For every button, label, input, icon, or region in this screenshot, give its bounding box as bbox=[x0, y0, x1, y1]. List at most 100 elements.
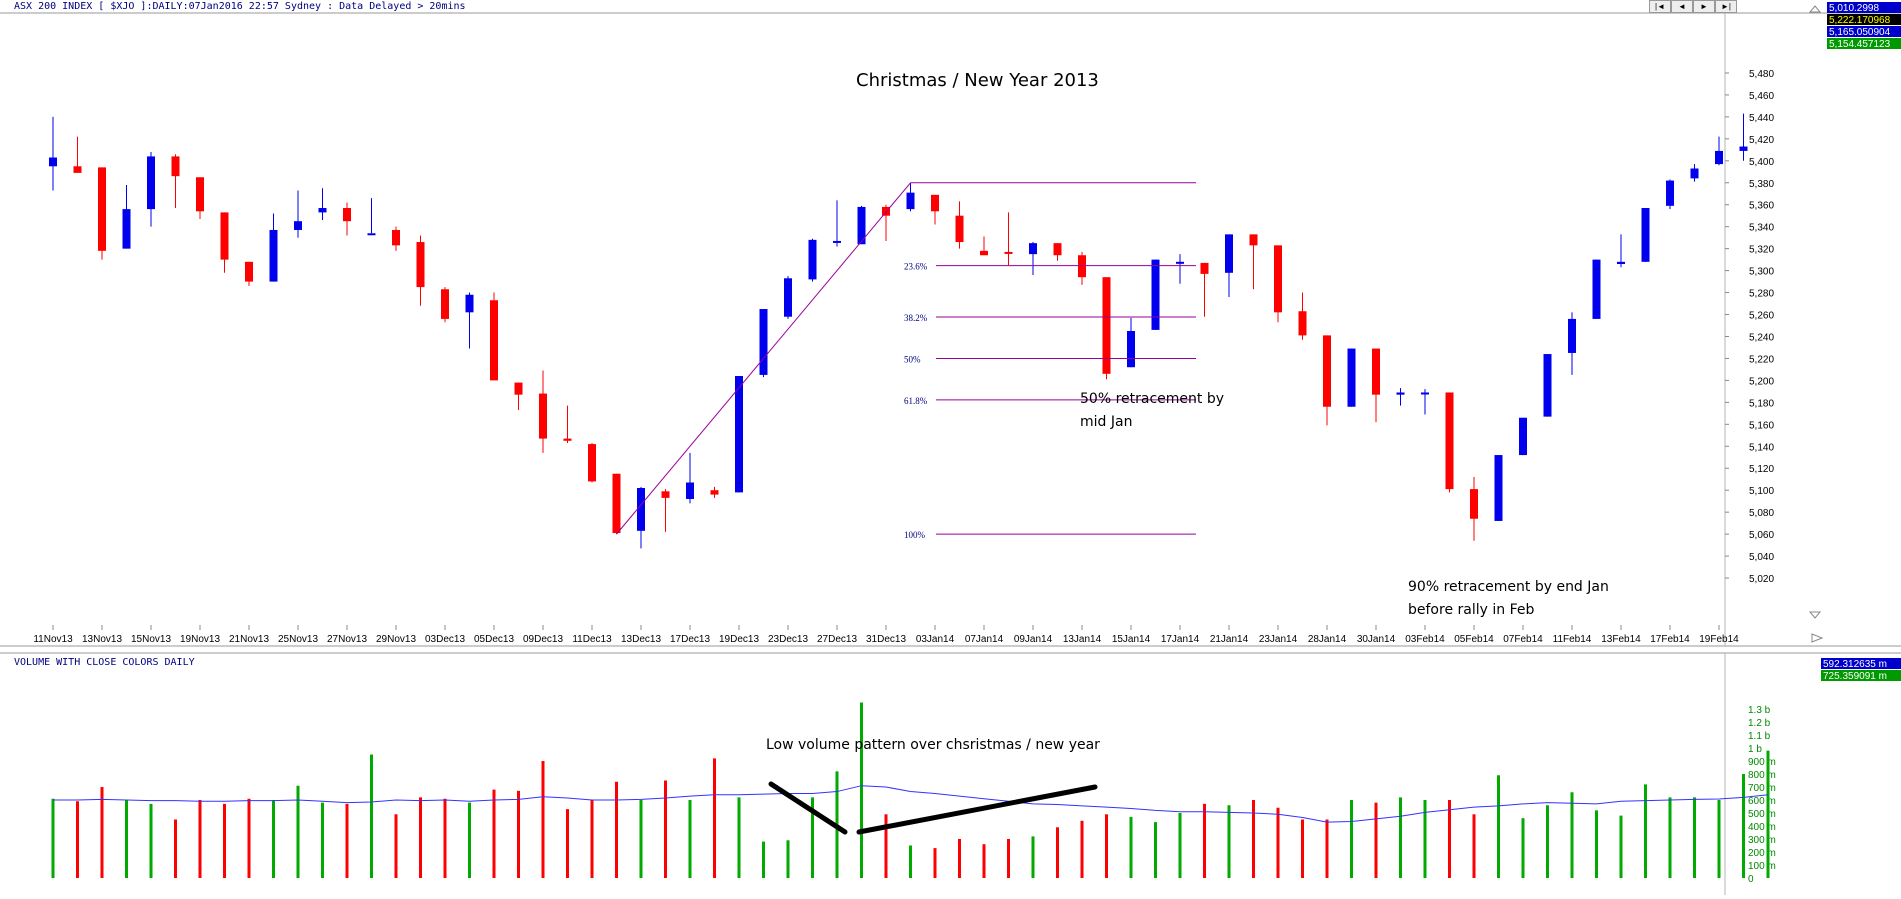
price-tick-label: 5,100 bbox=[1749, 486, 1774, 497]
candle-body bbox=[147, 156, 155, 210]
candle-body bbox=[98, 167, 106, 251]
date-tick-label: 03Jan14 bbox=[916, 634, 955, 645]
scroll-right-icon bbox=[1811, 633, 1824, 643]
candle-body bbox=[465, 294, 474, 313]
date-tick-label: 23Jan14 bbox=[1259, 634, 1298, 645]
volume-trendline-down bbox=[768, 781, 848, 835]
candle-body bbox=[1666, 180, 1674, 206]
price-tick-label: 5,160 bbox=[1749, 420, 1774, 431]
candle-body bbox=[196, 177, 204, 212]
price-tick-label: 5,280 bbox=[1749, 289, 1774, 300]
first-page-button[interactable]: |◄ bbox=[1649, 0, 1671, 13]
date-tick-label: 11Dec13 bbox=[572, 634, 612, 645]
volume-value-badge bbox=[1821, 658, 1901, 669]
candle-body bbox=[269, 229, 278, 282]
next-page-button[interactable]: ► bbox=[1693, 0, 1715, 13]
volume-tick-label: 800 m bbox=[1748, 770, 1776, 781]
last-value-label: 5,010.2998 bbox=[1829, 3, 1879, 14]
date-tick-label: 28Jan14 bbox=[1308, 634, 1347, 645]
price-tick-label: 5,040 bbox=[1749, 552, 1774, 563]
date-tick-label: 13Dec13 bbox=[621, 634, 661, 645]
candle-body bbox=[1543, 354, 1552, 417]
previous-page-button[interactable]: ◄ bbox=[1671, 0, 1693, 13]
candle-body bbox=[1347, 348, 1356, 407]
annotation-title: Christmas / New Year 2013 bbox=[856, 70, 1099, 91]
candle-body bbox=[833, 240, 841, 243]
candle-body bbox=[122, 209, 131, 249]
date-tick-label: 19Feb14 bbox=[1699, 634, 1739, 645]
date-tick-label: 07Feb14 bbox=[1503, 634, 1543, 645]
last-page-button[interactable]: ►| bbox=[1715, 0, 1737, 13]
candle-body bbox=[1225, 234, 1233, 273]
candle-body bbox=[1274, 245, 1282, 313]
candle-body bbox=[1200, 262, 1209, 274]
candle-body bbox=[294, 221, 302, 230]
last-value-badge bbox=[1827, 2, 1901, 13]
candle-body bbox=[563, 438, 572, 441]
date-tick-label: 05Feb14 bbox=[1454, 634, 1494, 645]
volume-tick-label: 1.2 b bbox=[1748, 718, 1771, 729]
candle-body bbox=[49, 157, 57, 167]
date-tick-label: 27Dec13 bbox=[817, 634, 857, 645]
candle-body bbox=[343, 208, 351, 222]
candle-body bbox=[1029, 243, 1037, 255]
candle-body bbox=[490, 300, 498, 381]
candle-body bbox=[171, 156, 180, 177]
scroll-down-icon bbox=[1808, 611, 1822, 619]
annotation-50-retracement: 50% retracement by bbox=[1080, 391, 1224, 407]
date-tick-label: 21Nov13 bbox=[229, 634, 269, 645]
candle-body bbox=[539, 393, 547, 439]
date-tick-label: 11Feb14 bbox=[1553, 634, 1592, 645]
annotation-50-retracement: mid Jan bbox=[1080, 414, 1132, 430]
date-tick-label: 30Jan14 bbox=[1357, 634, 1396, 645]
date-tick-label: 09Jan14 bbox=[1014, 634, 1053, 645]
price-tick-label: 5,380 bbox=[1749, 179, 1774, 190]
volume-value-label: 592.312635 m bbox=[1823, 659, 1887, 670]
date-tick-label: 13Jan14 bbox=[1063, 634, 1102, 645]
last-value-badge bbox=[1827, 26, 1901, 37]
date-tick-label: 21Jan14 bbox=[1210, 634, 1249, 645]
price-panel: 5,020 5,040 5,060 5,080 5,100 5,120 5,140 5,160… bbox=[0, 2, 1901, 654]
candle-body bbox=[220, 212, 229, 260]
candle-body bbox=[1421, 392, 1429, 395]
candle-body bbox=[980, 250, 988, 256]
last-value-label: 5,154.457123 bbox=[1829, 39, 1891, 50]
candle-body bbox=[906, 192, 915, 210]
annotation-90-retracement: 90% retracement by end Jan bbox=[1408, 579, 1609, 595]
candle-body bbox=[416, 242, 425, 288]
candle-body bbox=[857, 206, 866, 245]
fib-level-label: 100% bbox=[904, 530, 926, 540]
price-tick-label: 5,300 bbox=[1749, 267, 1774, 278]
candle-body bbox=[1494, 455, 1503, 521]
date-tick-label: 17Jan14 bbox=[1161, 634, 1200, 645]
volume-tick-label: 1.1 b bbox=[1748, 731, 1771, 742]
candle-body bbox=[1470, 489, 1478, 519]
volume-tick-label: 1.3 b bbox=[1748, 705, 1771, 716]
fib-trend-line bbox=[616, 182, 911, 535]
fib-level-label: 38.2% bbox=[904, 313, 928, 323]
fib-level-label: 23.6% bbox=[904, 262, 928, 272]
date-tick-label: 19Nov13 bbox=[180, 634, 220, 645]
date-tick-label: 15Nov13 bbox=[131, 634, 171, 645]
price-tick-label: 5,480 bbox=[1749, 69, 1774, 80]
volume-moving-average bbox=[53, 785, 1769, 823]
date-tick-label: 29Nov13 bbox=[376, 634, 416, 645]
price-tick-label: 5,320 bbox=[1749, 245, 1774, 256]
price-tick-label: 5,440 bbox=[1749, 113, 1774, 124]
volume-tick-label: 500 m bbox=[1748, 809, 1776, 820]
price-tick-label: 5,420 bbox=[1749, 135, 1774, 146]
price-tick-label: 5,260 bbox=[1749, 311, 1774, 322]
price-tick-label: 5,080 bbox=[1749, 508, 1774, 519]
candle-body bbox=[1519, 417, 1527, 456]
last-value-badge bbox=[1827, 38, 1901, 49]
price-tick-label: 5,240 bbox=[1749, 332, 1774, 343]
candle-body bbox=[1592, 259, 1601, 319]
annotation-90-retracement: before rally in Feb bbox=[1408, 602, 1534, 618]
fib-level-label: 50% bbox=[904, 354, 921, 364]
volume-tick-label: 900 m bbox=[1748, 757, 1776, 768]
volume-tick-label: 1 b bbox=[1748, 744, 1762, 755]
candle-body bbox=[1739, 146, 1748, 151]
date-tick-label: 25Nov13 bbox=[278, 634, 318, 645]
